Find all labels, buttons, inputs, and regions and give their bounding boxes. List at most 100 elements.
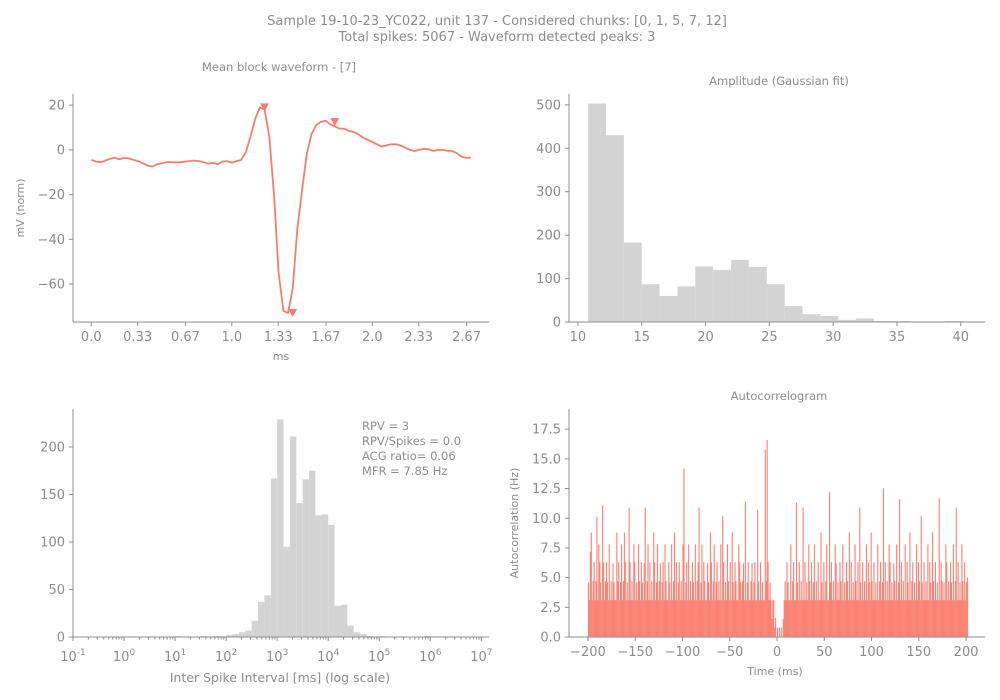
y-tick-label: 100 (40, 536, 65, 551)
peak-marker (260, 103, 270, 112)
acg-bar (742, 581, 744, 637)
amplitude-bar (856, 318, 874, 322)
acg-bar (624, 562, 626, 637)
acg-bar (967, 577, 969, 637)
acg-bar (638, 544, 640, 637)
acg-bar (719, 600, 721, 637)
waveform-ylabel: mV (norm) (14, 178, 27, 237)
acg-bar (941, 581, 943, 637)
x-tick-label: 0 (773, 645, 781, 660)
acg-bar (742, 563, 745, 637)
y-tick-label: 0 (553, 316, 561, 331)
acg-bar (731, 532, 733, 637)
acg-bar (791, 600, 793, 637)
isi-bar (226, 635, 233, 637)
amplitude-bar (766, 284, 785, 322)
acg-bar (621, 600, 624, 637)
acg-bar (635, 600, 637, 637)
acg-bar (937, 600, 939, 637)
acg-bar (923, 562, 925, 637)
acg-bar (753, 582, 755, 637)
acg-bar (608, 544, 610, 637)
x-tick-label: 2.0 (362, 330, 383, 345)
acg-bar (683, 468, 685, 637)
acg-bar (795, 502, 798, 637)
acg-bar (840, 581, 842, 637)
acg-bar (803, 600, 805, 637)
amplitude-bar (820, 315, 839, 322)
acg-bar (846, 562, 848, 637)
acg-bar (636, 582, 638, 637)
acg-bar (660, 600, 662, 637)
acg-bar (767, 562, 769, 637)
acg-bar (592, 581, 594, 637)
y-tick-label: −60 (38, 278, 65, 293)
x-tick-label: 102 (215, 648, 237, 665)
acg-bar (605, 562, 607, 637)
y-tick-label: 2.5 (540, 601, 561, 616)
acg-bar (921, 582, 923, 637)
acg-bar (603, 600, 606, 637)
acg-bar (869, 600, 871, 637)
isi-bar (251, 620, 259, 637)
acg-bar (644, 507, 646, 637)
y-tick-label: 0 (57, 631, 65, 646)
acg-bar (962, 581, 964, 637)
acg-bar (870, 532, 872, 637)
amplitude-bar (588, 103, 607, 322)
acg-bar (940, 562, 942, 637)
acg-bar (616, 532, 618, 637)
acg-bar (689, 600, 691, 637)
y-tick-label: −40 (38, 233, 65, 248)
acg-bar (796, 582, 798, 637)
acg-bar (606, 582, 608, 637)
acg-bar (820, 532, 822, 637)
acg-bar (669, 582, 671, 637)
acg-bar (637, 600, 639, 637)
acg-bar (852, 582, 854, 637)
isi-annotation: RPV = 3 (362, 419, 409, 433)
acg-bar (919, 600, 921, 637)
waveform-panel: Mean block waveform - [7] 0.0 0.33 0.67 1.0 1… (14, 60, 489, 363)
x-tick-label: −50 (716, 645, 743, 660)
acg-bar (807, 600, 809, 637)
acg-bar (655, 582, 658, 637)
amplitude-bar (641, 284, 660, 322)
acg-bar (880, 562, 882, 637)
acg-bar (877, 544, 879, 637)
acg-bar (659, 563, 661, 637)
acg-bar (903, 600, 905, 637)
acg-bar (699, 600, 701, 637)
y-tick-label: 5.0 (540, 571, 561, 586)
isi-annotation: ACG ratio= 0.06 (362, 449, 456, 463)
acg-bar (620, 582, 622, 637)
acg-bar (668, 562, 670, 637)
acg-bar (744, 501, 746, 637)
acg-bar (890, 600, 892, 637)
acg-bar (966, 582, 968, 637)
acg-bar (843, 600, 845, 637)
x-tick-label: 25 (761, 330, 778, 345)
acg-bar (681, 600, 683, 637)
acg-bar (932, 532, 934, 637)
isi-bar (315, 515, 322, 637)
acg-bar (864, 600, 867, 637)
acg-bar (915, 600, 917, 637)
y-tick-label: 10.0 (532, 512, 561, 527)
acg-bar (747, 562, 749, 637)
acg-bar (868, 582, 870, 637)
acg-bar (764, 449, 766, 637)
acg-bar (888, 544, 890, 637)
acg-bar (775, 618, 777, 637)
peak-marker (288, 309, 298, 318)
x-tick-label: 1.67 (311, 330, 340, 345)
acg-bar (928, 600, 930, 637)
waveform-line (91, 106, 471, 315)
acg-bar (860, 582, 862, 637)
suptitle-line-1: Sample 19-10-23_YC022, unit 137 - Consid… (267, 14, 727, 29)
acg-bar (817, 562, 819, 637)
acg-bar (904, 544, 906, 637)
acg-bar (702, 600, 704, 637)
suptitle-line-2: Total spikes: 5067 - Waveform detected p… (338, 30, 656, 45)
acg-bar (694, 544, 696, 637)
